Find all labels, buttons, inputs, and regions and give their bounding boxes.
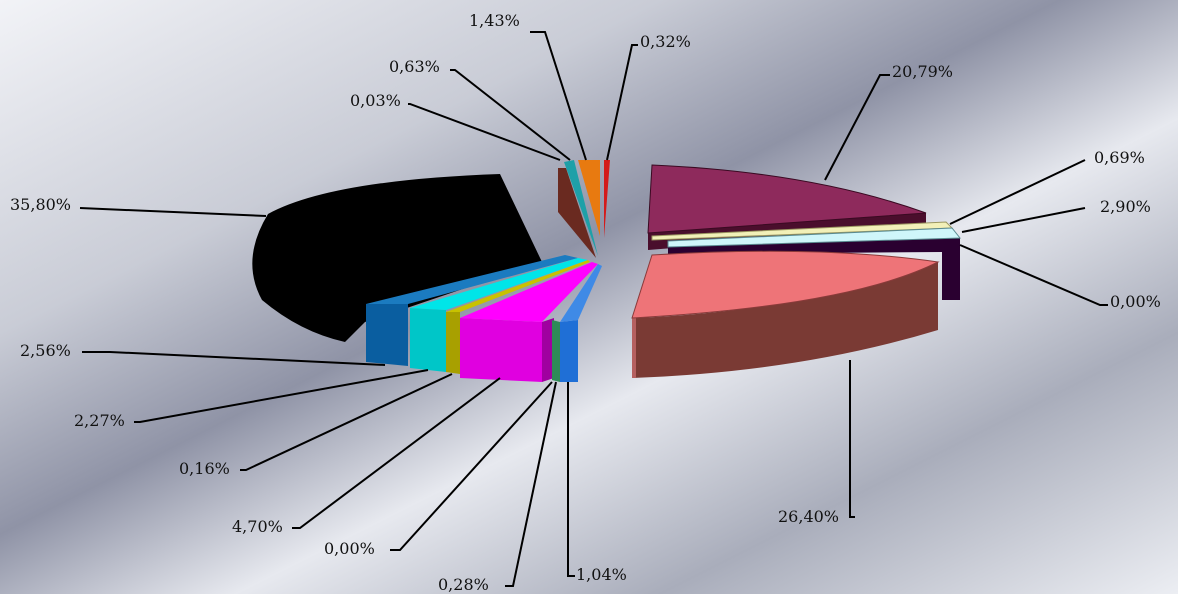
leader-line-2-27	[134, 369, 429, 423]
label-0-00-bottom: 0,00%	[324, 539, 375, 558]
label-1-43: 1,43%	[469, 11, 520, 30]
slice-group-2-56	[366, 255, 578, 366]
leader-lines	[79, 31, 1108, 587]
label-2-27: 2,27%	[74, 411, 125, 430]
slice-top-2-90	[667, 227, 962, 248]
leader-line-0-32	[606, 44, 638, 161]
slice-top-20-79	[647, 164, 927, 234]
slice-top-0-63	[564, 160, 598, 256]
label-20-79: 20,79%	[892, 62, 953, 81]
slice-group-4-70	[460, 262, 598, 382]
leader-line-20-79	[824, 74, 890, 181]
label-0-28: 0,28%	[438, 575, 489, 594]
slice-top-35-80	[252, 174, 542, 342]
slice-side-inner-26-40	[632, 318, 636, 378]
label-0-63: 0,63%	[389, 57, 440, 76]
label-0-32: 0,32%	[640, 32, 691, 51]
slice-side-4-70	[460, 318, 542, 382]
label-26-40: 26,40%	[778, 507, 839, 526]
leader-line-2-90	[961, 207, 1086, 233]
label-0-69: 0,69%	[1094, 148, 1145, 167]
leader-line-1-04	[567, 382, 575, 577]
slice-side-1-04	[560, 320, 578, 382]
leader-line-0-16	[240, 373, 453, 471]
leader-line-0-00a	[959, 244, 1108, 306]
slice-side-2-27	[410, 308, 446, 372]
label-2-90: 2,90%	[1100, 197, 1151, 216]
leader-line-0-00b	[390, 381, 553, 551]
slice-group-35-80	[252, 174, 542, 342]
leader-line-1-43	[530, 31, 587, 161]
slice-group-1-43	[578, 160, 600, 236]
slice-group-0-63	[564, 160, 598, 256]
label-1-04: 1,04%	[576, 565, 627, 584]
slice-top-2-56	[366, 255, 578, 304]
leader-line-0-63	[450, 69, 571, 161]
slice-side-0-28	[552, 320, 560, 382]
slice-group-1-04	[560, 264, 602, 382]
slice-side-2-56	[366, 304, 408, 366]
slice-top-2-27	[410, 258, 588, 310]
slice-group-2-27	[410, 258, 588, 372]
slice-top-26-40	[631, 250, 940, 319]
slice-group-0-28	[552, 320, 560, 382]
slice-top-1-04	[560, 264, 602, 322]
slice-side-0-03	[558, 168, 596, 258]
slice-top-1-43	[578, 160, 600, 236]
slice-top-0-32	[604, 160, 610, 238]
label-0-16: 0,16%	[179, 459, 230, 478]
slice-group-0-03	[558, 168, 596, 258]
leader-line-35-80	[79, 207, 267, 217]
slice-side-26-40	[632, 262, 938, 378]
label-2-56: 2,56%	[20, 341, 71, 360]
label-35-80: 35,80%	[10, 195, 71, 214]
leader-line-0-69	[949, 159, 1086, 225]
label-0-00-right: 0,00%	[1110, 292, 1161, 311]
slice-side-0-16	[446, 312, 460, 374]
label-4-70: 4,70%	[232, 517, 283, 536]
slice-group-2-90	[667, 227, 962, 300]
leader-line-0-28	[505, 381, 557, 587]
slice-top-4-70	[460, 262, 598, 322]
slice-group-0-16	[446, 260, 590, 374]
slice-group-26-40	[631, 250, 940, 378]
slice-group-0-32	[604, 160, 610, 238]
leader-line-4-70	[292, 377, 501, 529]
leader-line-2-56	[82, 351, 386, 366]
slice-top-0-16	[446, 260, 590, 312]
leader-line-26-40	[849, 360, 855, 518]
slice-edge-4-70	[542, 318, 554, 382]
label-0-03: 0,03%	[350, 91, 401, 110]
leader-line-0-03	[408, 103, 561, 161]
